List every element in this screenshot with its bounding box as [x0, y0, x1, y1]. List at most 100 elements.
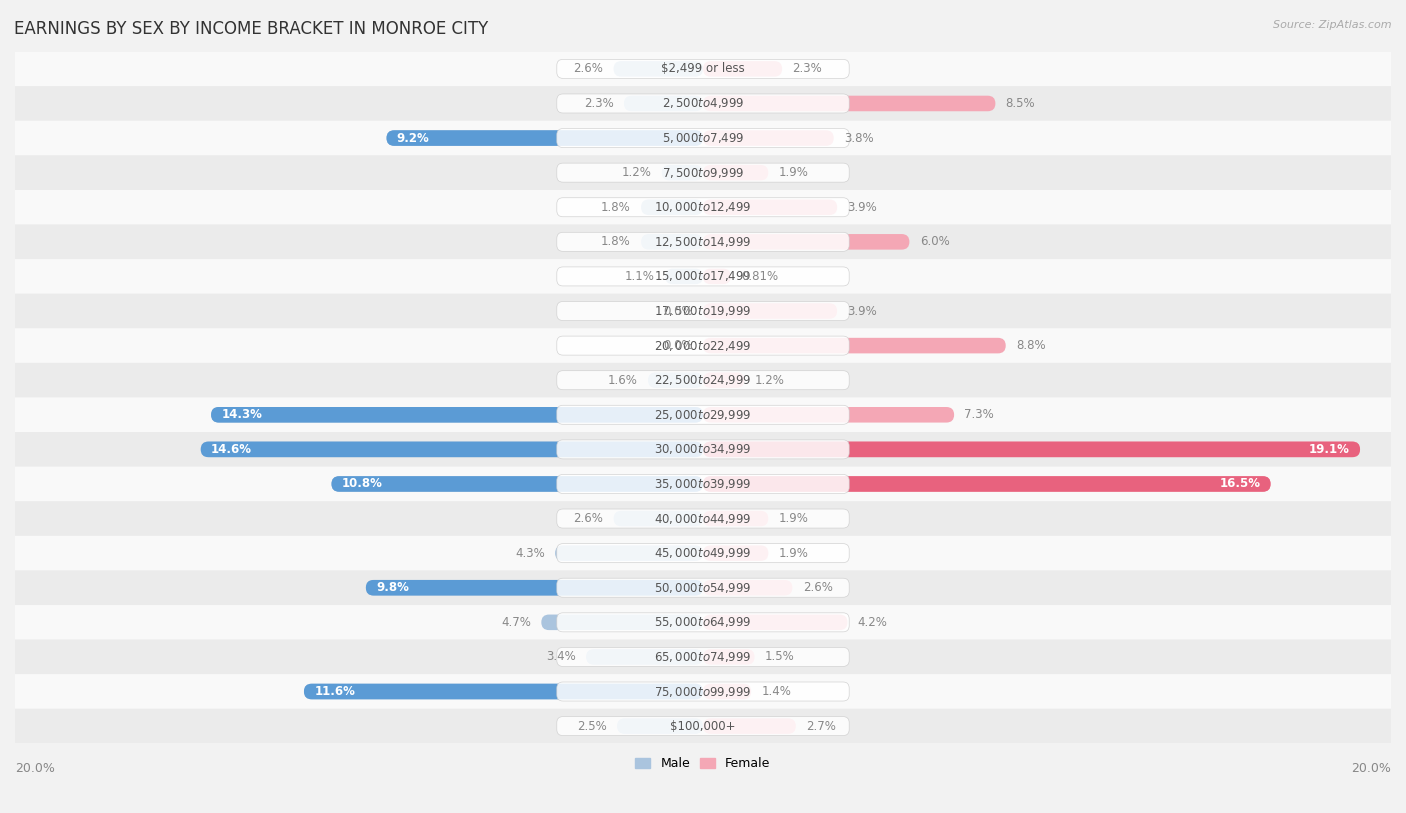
FancyBboxPatch shape	[15, 502, 1391, 536]
Text: $15,000 to $17,499: $15,000 to $17,499	[654, 269, 752, 284]
FancyBboxPatch shape	[15, 224, 1391, 259]
FancyBboxPatch shape	[703, 441, 1360, 457]
FancyBboxPatch shape	[586, 649, 703, 665]
FancyBboxPatch shape	[703, 165, 768, 180]
Text: $2,500 to $4,999: $2,500 to $4,999	[662, 97, 744, 111]
FancyBboxPatch shape	[703, 234, 910, 250]
FancyBboxPatch shape	[703, 303, 837, 319]
Text: 2.6%: 2.6%	[574, 512, 603, 525]
FancyBboxPatch shape	[15, 605, 1391, 640]
Text: 8.8%: 8.8%	[1017, 339, 1046, 352]
Text: 1.9%: 1.9%	[779, 546, 808, 559]
Text: $5,000 to $7,499: $5,000 to $7,499	[662, 131, 744, 145]
FancyBboxPatch shape	[366, 580, 703, 595]
Legend: Male, Female: Male, Female	[630, 752, 776, 775]
FancyBboxPatch shape	[557, 233, 849, 251]
FancyBboxPatch shape	[703, 476, 1271, 492]
Text: $100,000+: $100,000+	[671, 720, 735, 733]
FancyBboxPatch shape	[15, 363, 1391, 398]
Text: 20.0%: 20.0%	[15, 763, 55, 776]
FancyBboxPatch shape	[557, 371, 849, 389]
Text: $2,499 or less: $2,499 or less	[661, 63, 745, 76]
FancyBboxPatch shape	[641, 234, 703, 250]
Text: 19.1%: 19.1%	[1309, 443, 1350, 456]
FancyBboxPatch shape	[201, 441, 703, 457]
FancyBboxPatch shape	[617, 719, 703, 734]
FancyBboxPatch shape	[15, 709, 1391, 743]
FancyBboxPatch shape	[211, 407, 703, 423]
FancyBboxPatch shape	[201, 441, 703, 457]
Text: 14.3%: 14.3%	[221, 408, 263, 421]
Text: 4.2%: 4.2%	[858, 615, 887, 628]
FancyBboxPatch shape	[557, 128, 849, 148]
FancyBboxPatch shape	[304, 684, 703, 699]
FancyBboxPatch shape	[613, 511, 703, 526]
FancyBboxPatch shape	[703, 615, 848, 630]
Text: $75,000 to $99,999: $75,000 to $99,999	[654, 685, 752, 698]
Text: $45,000 to $49,999: $45,000 to $49,999	[654, 546, 752, 560]
FancyBboxPatch shape	[703, 441, 1360, 457]
Text: 2.5%: 2.5%	[576, 720, 606, 733]
FancyBboxPatch shape	[557, 613, 849, 632]
Text: 20.0%: 20.0%	[1351, 763, 1391, 776]
FancyBboxPatch shape	[15, 536, 1391, 571]
Text: 2.7%: 2.7%	[806, 720, 837, 733]
Text: 11.6%: 11.6%	[315, 685, 356, 698]
FancyBboxPatch shape	[557, 716, 849, 736]
FancyBboxPatch shape	[557, 94, 849, 113]
Text: $22,500 to $24,999: $22,500 to $24,999	[654, 373, 752, 387]
Text: 1.2%: 1.2%	[621, 166, 651, 179]
FancyBboxPatch shape	[557, 405, 849, 424]
Text: 2.6%: 2.6%	[803, 581, 832, 594]
Text: $35,000 to $39,999: $35,000 to $39,999	[654, 477, 752, 491]
FancyBboxPatch shape	[703, 719, 796, 734]
Text: $40,000 to $44,999: $40,000 to $44,999	[654, 511, 752, 525]
Text: 3.9%: 3.9%	[848, 305, 877, 318]
FancyBboxPatch shape	[703, 338, 1005, 354]
FancyBboxPatch shape	[703, 268, 731, 285]
FancyBboxPatch shape	[703, 61, 782, 76]
Text: $65,000 to $74,999: $65,000 to $74,999	[654, 650, 752, 664]
FancyBboxPatch shape	[15, 121, 1391, 155]
FancyBboxPatch shape	[304, 684, 703, 699]
FancyBboxPatch shape	[15, 155, 1391, 190]
Text: 9.8%: 9.8%	[377, 581, 409, 594]
FancyBboxPatch shape	[387, 130, 703, 146]
Text: 1.8%: 1.8%	[600, 201, 631, 214]
FancyBboxPatch shape	[703, 580, 793, 595]
Text: $12,500 to $14,999: $12,500 to $14,999	[654, 235, 752, 249]
Text: $7,500 to $9,999: $7,500 to $9,999	[662, 166, 744, 180]
Text: 0.0%: 0.0%	[664, 305, 693, 318]
Text: EARNINGS BY SEX BY INCOME BRACKET IN MONROE CITY: EARNINGS BY SEX BY INCOME BRACKET IN MON…	[14, 20, 488, 38]
Text: 1.9%: 1.9%	[779, 512, 808, 525]
FancyBboxPatch shape	[703, 130, 834, 146]
Text: 7.3%: 7.3%	[965, 408, 994, 421]
FancyBboxPatch shape	[703, 407, 955, 423]
FancyBboxPatch shape	[15, 467, 1391, 502]
Text: $55,000 to $64,999: $55,000 to $64,999	[654, 615, 752, 629]
FancyBboxPatch shape	[555, 546, 703, 561]
FancyBboxPatch shape	[557, 544, 849, 563]
Text: 1.9%: 1.9%	[779, 166, 808, 179]
FancyBboxPatch shape	[15, 432, 1391, 467]
FancyBboxPatch shape	[557, 198, 849, 217]
FancyBboxPatch shape	[557, 440, 849, 459]
FancyBboxPatch shape	[15, 640, 1391, 674]
Text: 4.7%: 4.7%	[501, 615, 531, 628]
Text: $17,500 to $19,999: $17,500 to $19,999	[654, 304, 752, 318]
Text: 3.8%: 3.8%	[844, 132, 873, 145]
Text: 1.6%: 1.6%	[607, 374, 638, 387]
FancyBboxPatch shape	[366, 580, 703, 595]
Text: 10.8%: 10.8%	[342, 477, 382, 490]
FancyBboxPatch shape	[15, 51, 1391, 86]
FancyBboxPatch shape	[15, 259, 1391, 293]
Text: 0.81%: 0.81%	[741, 270, 779, 283]
Text: $30,000 to $34,999: $30,000 to $34,999	[654, 442, 752, 456]
FancyBboxPatch shape	[703, 96, 995, 111]
FancyBboxPatch shape	[703, 684, 751, 699]
FancyBboxPatch shape	[15, 398, 1391, 432]
Text: 2.3%: 2.3%	[793, 63, 823, 76]
Text: 1.5%: 1.5%	[765, 650, 794, 663]
FancyBboxPatch shape	[648, 372, 703, 388]
FancyBboxPatch shape	[15, 674, 1391, 709]
